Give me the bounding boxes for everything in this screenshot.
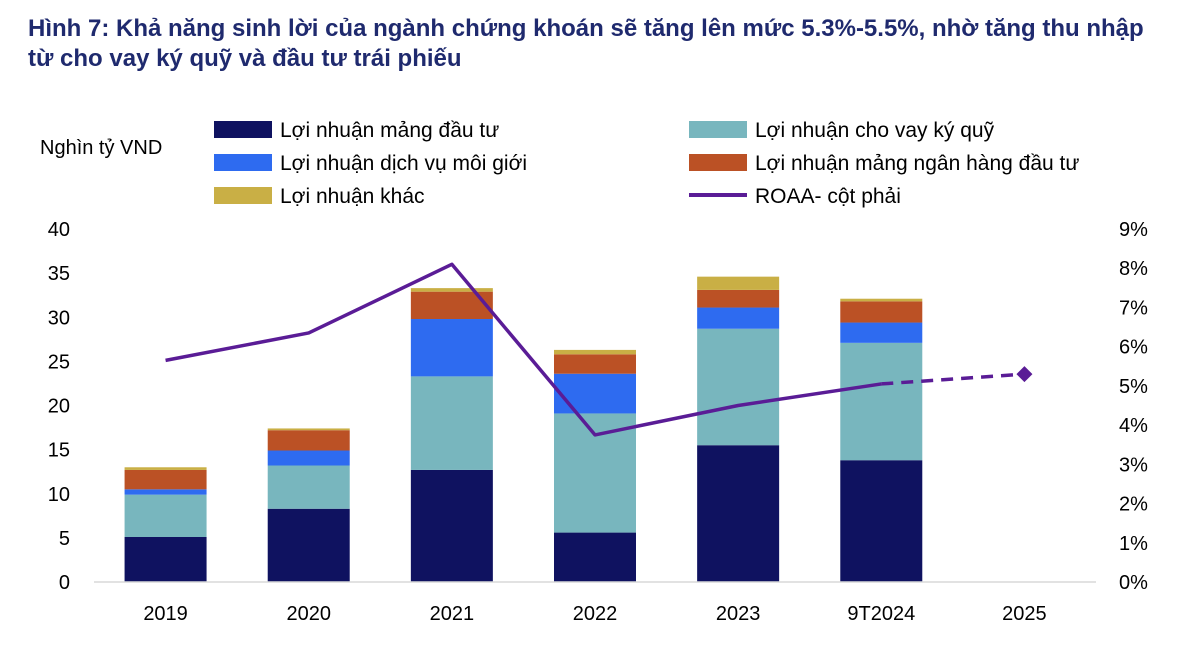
- legend-label-other: Lợi nhuận khác: [280, 185, 425, 208]
- roaa-line-solid: [165, 262, 882, 437]
- y-tick-label: 20: [48, 396, 70, 418]
- legend-swatch-investment: [214, 121, 272, 138]
- y-tick-label: 10: [48, 484, 70, 506]
- legend-label-roaa: ROAA- cột phải: [755, 185, 901, 208]
- y2-tick-label: 1%: [1119, 533, 1148, 555]
- y2-axis-ticks: 0% 1% 2% 3% 4% 5% 6% 7% 8% 9%: [1119, 219, 1148, 594]
- legend-label-brokerage: Lợi nhuận dịch vụ môi giới: [280, 152, 527, 175]
- legend: Lợi nhuận mảng đầu tư Lợi nhuận cho vay …: [214, 119, 1079, 208]
- roaa-line-dashed: [881, 372, 1025, 386]
- bar-segment-1-0: [124, 494, 207, 537]
- bars: [124, 276, 923, 582]
- bar-segment-4-4: [697, 276, 780, 290]
- y-axis-label: Nghìn tỷ VND: [40, 137, 162, 159]
- y-axis-ticks: 0 5 10 15 20 25 30 35 40: [48, 219, 70, 594]
- x-tick-label: 2022: [573, 603, 618, 625]
- x-tick-label: 2020: [286, 603, 331, 625]
- bar-segment-1-5: [840, 342, 923, 461]
- bar-segment-2-3: [554, 373, 636, 414]
- legend-swatch-margin-lending: [689, 121, 747, 138]
- y2-tick-label: 7%: [1119, 297, 1148, 319]
- bar-segment-0-5: [840, 460, 923, 582]
- bar-segment-2-2: [410, 319, 493, 377]
- bar-segment-3-4: [697, 289, 780, 308]
- bar-segment-2-1: [267, 450, 350, 466]
- x-tick-label: 9T2024: [847, 603, 915, 625]
- bar-segment-4-0: [124, 467, 207, 470]
- y-tick-label: 0: [59, 572, 70, 594]
- chart-title: Hình 7: Khả năng sinh lời của ngành chứn…: [28, 15, 1144, 72]
- legend-label-investment: Lợi nhuận mảng đầu tư: [280, 119, 499, 142]
- bar-segment-0-1: [267, 508, 350, 582]
- bar-segment-3-1: [267, 430, 350, 451]
- y2-tick-label: 3%: [1119, 454, 1148, 476]
- bar-segment-2-5: [840, 322, 923, 343]
- y2-tick-label: 0%: [1119, 572, 1148, 594]
- bar-segment-3-0: [124, 469, 207, 490]
- y2-tick-label: 2%: [1119, 494, 1148, 516]
- x-tick-label: 2023: [716, 603, 761, 625]
- bar-segment-0-4: [697, 445, 780, 582]
- bar-segment-1-3: [554, 413, 636, 533]
- bar-segment-4-5: [840, 298, 923, 302]
- roaa-marker-diamond: [1016, 366, 1033, 383]
- bar-segment-3-3: [554, 354, 636, 374]
- bar-segment-4-2: [410, 288, 493, 292]
- y2-tick-label: 5%: [1119, 376, 1148, 398]
- x-tick-label: 2021: [430, 603, 475, 625]
- y2-tick-label: 4%: [1119, 415, 1148, 437]
- legend-swatch-investment-banking: [689, 154, 747, 171]
- x-tick-label: 2025: [1002, 603, 1047, 625]
- y-tick-label: 15: [48, 440, 70, 462]
- y-tick-label: 25: [48, 351, 70, 373]
- bar-segment-4-1: [267, 428, 350, 431]
- legend-label-margin-lending: Lợi nhuận cho vay ký quỹ: [755, 119, 995, 142]
- x-tick-label: 2019: [143, 603, 188, 625]
- roaa-line: [165, 262, 1033, 437]
- y2-tick-label: 8%: [1119, 258, 1148, 280]
- bar-segment-0-2: [410, 469, 493, 582]
- bar-segment-3-2: [410, 291, 493, 320]
- bar-segment-0-3: [554, 532, 636, 582]
- y2-tick-label: 6%: [1119, 337, 1148, 359]
- y-tick-label: 35: [48, 263, 70, 285]
- bar-segment-2-4: [697, 307, 780, 329]
- bar-segment-1-1: [267, 465, 350, 509]
- legend-swatch-brokerage: [214, 154, 272, 171]
- bar-segment-0-0: [124, 536, 207, 582]
- bar-segment-1-2: [410, 376, 493, 470]
- bar-segment-4-3: [554, 349, 636, 355]
- x-axis-ticks: 2019 2020 2021 2022 2023 9T2024 2025: [143, 603, 1046, 625]
- y-tick-label: 30: [48, 307, 70, 329]
- y2-tick-label: 9%: [1119, 219, 1148, 241]
- legend-swatch-other: [214, 187, 272, 204]
- legend-label-investment-banking: Lợi nhuận mảng ngân hàng đầu tư: [755, 152, 1079, 175]
- bar-segment-1-4: [697, 328, 780, 446]
- y-tick-label: 40: [48, 219, 70, 241]
- bar-segment-3-5: [840, 301, 923, 323]
- bar-segment-2-0: [124, 489, 207, 495]
- y-tick-label: 5: [59, 528, 70, 550]
